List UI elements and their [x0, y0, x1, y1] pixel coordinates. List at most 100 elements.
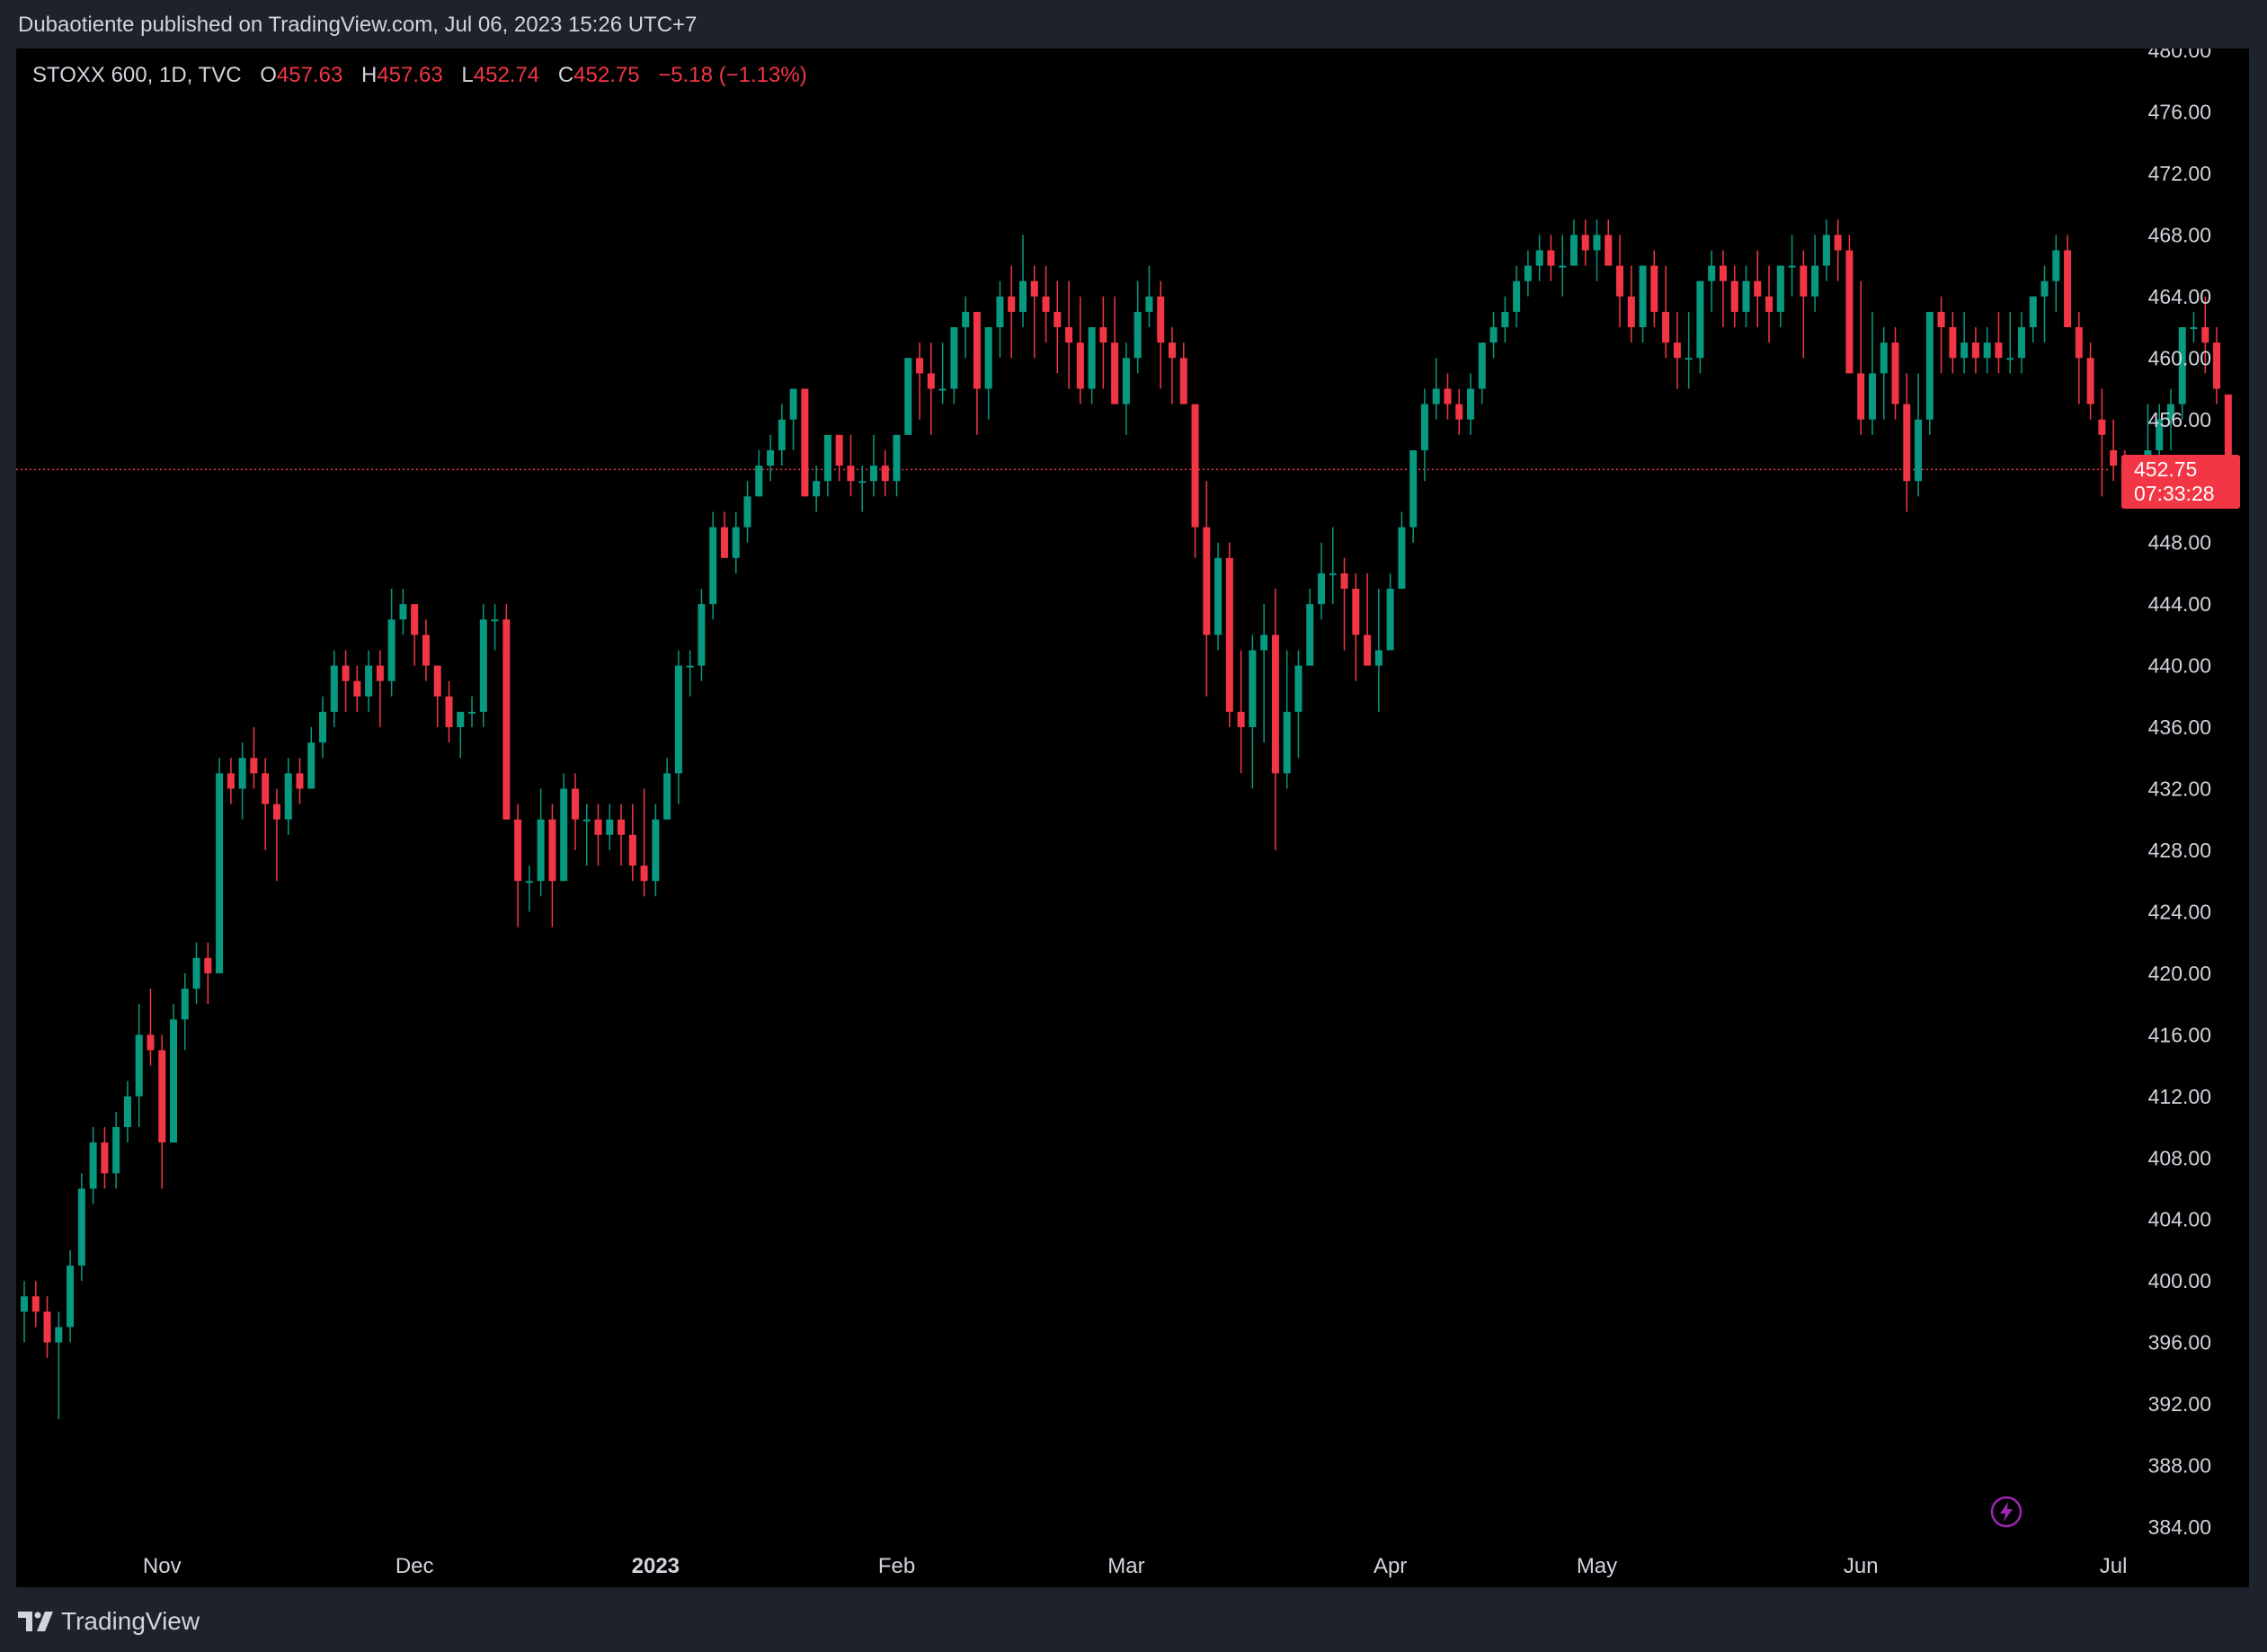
x-tick-label: Dec: [396, 1554, 434, 1578]
candle-body: [238, 758, 246, 789]
price-axis: 480.00 476.00 472.00 468.00 464.00 460.00 456.…: [2148, 49, 2211, 1539]
candle: [628, 804, 636, 882]
candle: [330, 650, 338, 728]
symbol-legend: STOXX 600, 1D, TVC O457.63 H457.63 L452.…: [32, 63, 807, 88]
candle-body: [1822, 235, 1830, 266]
candle: [479, 604, 487, 728]
candle: [2075, 311, 2083, 404]
tradingview-brand[interactable]: TradingView: [18, 1607, 200, 1636]
legend-change: −5.18 (−1.13%): [658, 63, 807, 87]
candle-body: [1960, 342, 1969, 359]
candle: [1203, 481, 1211, 697]
candle-body: [686, 665, 694, 668]
candle: [1616, 235, 1624, 328]
candle: [2166, 388, 2174, 450]
candle-body: [21, 1296, 28, 1312]
candle-body: [674, 665, 682, 774]
candle-body: [652, 819, 660, 882]
candle: [1605, 219, 1613, 266]
candle: [1708, 250, 1716, 312]
candle: [767, 434, 775, 482]
candle-body: [445, 696, 453, 728]
x-tick-label: Mar: [1107, 1554, 1144, 1578]
candle: [1444, 373, 1452, 420]
candle: [1489, 311, 1498, 359]
candle-body: [89, 1142, 97, 1189]
legend-symbol[interactable]: STOXX 600, 1D, TVC: [32, 63, 242, 87]
candle-body: [491, 619, 499, 622]
candle: [2040, 265, 2049, 343]
candle: [1364, 573, 1372, 666]
candle-body: [1008, 296, 1016, 312]
y-tick-label: 388.00: [2148, 1454, 2211, 1478]
candle-body: [307, 742, 316, 789]
candle: [89, 1127, 97, 1204]
candle: [1949, 311, 1957, 374]
flash-icon[interactable]: [1990, 1496, 2023, 1528]
bar-countdown: 07:33:28: [2134, 482, 2215, 505]
candle-body: [1868, 373, 1876, 420]
candle-body: [525, 881, 533, 884]
candle: [296, 758, 304, 804]
x-tick-label: May: [1577, 1554, 1617, 1578]
candle-body: [262, 773, 270, 804]
candle: [2006, 311, 2014, 374]
candle: [1971, 327, 1979, 374]
candle-body: [479, 619, 487, 712]
candle: [1409, 449, 1418, 543]
candle-body: [1489, 327, 1498, 343]
candle: [1857, 280, 1865, 435]
candle: [1134, 280, 1142, 374]
candle: [525, 866, 533, 912]
candle: [1053, 280, 1062, 374]
candle-body: [1294, 665, 1302, 712]
chart-area[interactable]: 480.00 476.00 472.00 468.00 464.00 460.00 456.…: [16, 49, 2249, 1587]
candle: [1329, 527, 1337, 605]
candle-body: [1513, 280, 1521, 312]
candle: [2064, 235, 2072, 328]
candle: [1719, 250, 1727, 328]
candle: [652, 804, 660, 897]
tradingview-brand-text: TradingView: [61, 1607, 200, 1635]
candle: [973, 311, 981, 435]
candle: [537, 788, 545, 897]
candle: [31, 1281, 40, 1328]
candle-body: [1880, 342, 1888, 374]
y-tick-label: 432.00: [2148, 777, 2211, 801]
candle: [1868, 311, 1876, 435]
candle-body: [2178, 327, 2186, 404]
candle: [835, 434, 843, 482]
candle: [307, 727, 316, 789]
candle: [1145, 265, 1153, 328]
candle: [1915, 373, 1923, 497]
candle-body: [950, 327, 958, 389]
candle-body: [1524, 265, 1532, 281]
candle-body: [1283, 711, 1291, 774]
candle-body: [1673, 342, 1681, 359]
candle: [1593, 219, 1601, 281]
candle: [869, 434, 877, 497]
x-tick-label: Feb: [878, 1554, 915, 1578]
candle: [2213, 327, 2221, 404]
candle-body: [1811, 265, 1819, 297]
candle: [422, 619, 430, 681]
candle: [1754, 250, 1762, 328]
candles-layer: [21, 219, 2232, 1420]
candle-body: [1088, 327, 1096, 389]
candle: [813, 466, 821, 512]
candle: [123, 1080, 131, 1143]
candle-body: [1374, 650, 1382, 666]
candle: [1696, 280, 1704, 374]
candle-body: [1134, 311, 1142, 359]
candle-body: [560, 788, 568, 882]
candle: [2052, 235, 2060, 312]
candle-body: [2213, 342, 2221, 389]
legend-close-value: 452.75: [573, 63, 640, 87]
candle: [732, 511, 740, 573]
candlestick-chart[interactable]: 480.00 476.00 472.00 468.00 464.00 460.00 456.…: [16, 49, 2249, 1587]
candle: [216, 758, 224, 973]
candle-body: [720, 527, 728, 558]
candle-body: [1455, 404, 1463, 420]
candle: [2017, 311, 2025, 374]
candle-body: [1605, 235, 1613, 266]
